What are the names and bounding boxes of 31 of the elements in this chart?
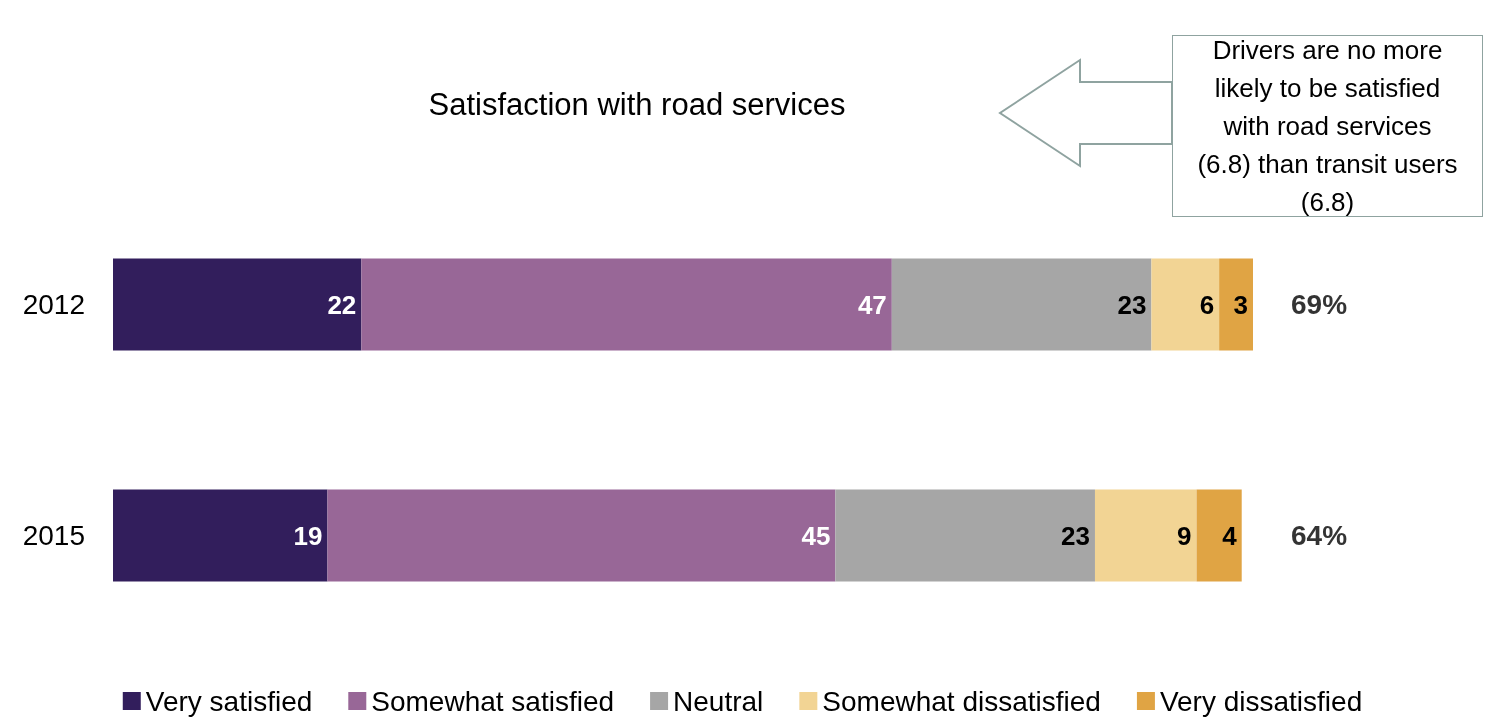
legend-label: Very satisfied: [145, 685, 313, 717]
bar: [1151, 258, 1220, 351]
legend-label: Neutral: [673, 685, 764, 717]
legend-label: Somewhat dissatisfied: [822, 685, 1101, 717]
data-label: 6: [1199, 289, 1215, 320]
data-label: 22: [327, 289, 357, 320]
data-label: 3: [1233, 289, 1248, 320]
data-label: 19: [293, 520, 323, 551]
y-tick-label: 2012: [22, 289, 85, 320]
bar: [891, 258, 1152, 351]
bar: [1196, 489, 1242, 582]
data-label: 23: [1117, 289, 1147, 320]
y-tick-label: 2015: [22, 520, 85, 551]
bar: [1219, 258, 1253, 351]
data-label: 4: [1222, 520, 1238, 551]
text: 64%: [1291, 520, 1348, 551]
chart-title: Satisfaction with road services: [428, 87, 846, 122]
bar: [113, 258, 362, 351]
bar: [361, 258, 892, 351]
bar: [113, 489, 328, 582]
annotation: Drivers are no more likely to be satisfied with road services (6.8) than transit users (6.8): [1172, 35, 1483, 217]
bar: [327, 489, 836, 582]
data-label: 9: [1177, 520, 1192, 551]
bar: [1094, 489, 1197, 582]
data-label: 45: [801, 520, 831, 551]
text: 69%: [1291, 289, 1348, 320]
legend-label: Very dissatisfied: [1159, 685, 1363, 717]
data-label: 23: [1061, 520, 1090, 551]
bar: [835, 489, 1095, 582]
data-label: 47: [857, 289, 887, 320]
legend-label: Somewhat satisfied: [371, 685, 615, 717]
